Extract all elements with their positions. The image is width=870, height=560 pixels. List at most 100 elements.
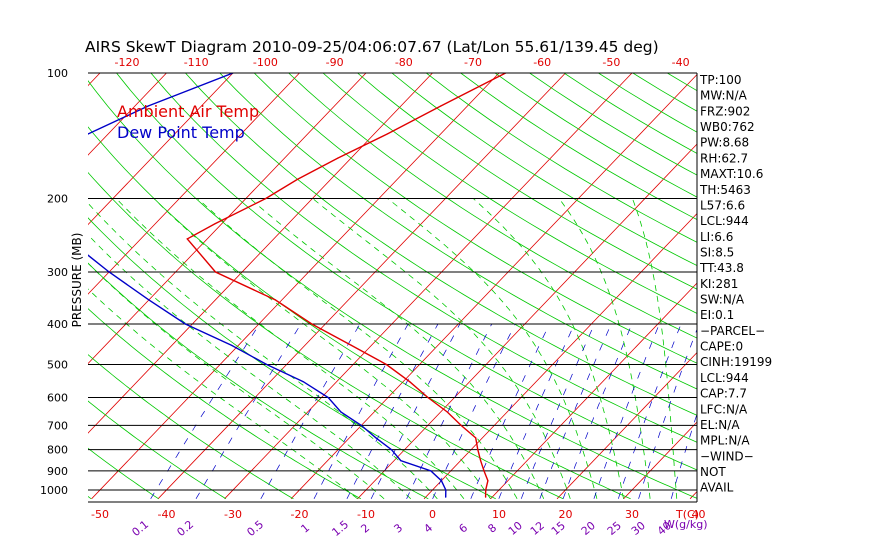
side-panel-item: PW:8.68 bbox=[700, 136, 749, 150]
isotherm-line bbox=[91, 73, 500, 500]
side-panel-item: MPL:N/A bbox=[700, 434, 750, 448]
dew-point-temp-point bbox=[185, 323, 187, 325]
mixing-ratio-line bbox=[432, 323, 516, 499]
bottom-temp-tick-label: -50 bbox=[91, 508, 109, 521]
ambient-air-temp-point bbox=[386, 133, 389, 135]
mixing-ratio-line bbox=[370, 323, 461, 499]
ambient-air-temp-point bbox=[485, 489, 487, 491]
dew-point-temp-point bbox=[88, 133, 89, 135]
ambient-air-temp-point bbox=[480, 460, 482, 462]
mixing-ratio-line bbox=[498, 323, 575, 499]
side-panel-item: AVAIL bbox=[700, 481, 734, 495]
mixing-ratio-line bbox=[670, 412, 697, 499]
side-panel-item: LCL:944 bbox=[700, 371, 749, 385]
dry-adiabat-line bbox=[88, 400, 227, 500]
mixing-ratio-line bbox=[406, 323, 493, 499]
top-temp-tick-label: -40 bbox=[672, 56, 690, 69]
side-panel-item: LFC:N/A bbox=[700, 402, 748, 416]
side-panel-item: LCL:944 bbox=[700, 214, 749, 228]
dry-adiabat-line bbox=[88, 171, 564, 500]
dew-point-temp-point bbox=[108, 271, 110, 273]
mixing-ratio-line bbox=[638, 328, 697, 499]
dew-point-temp-point bbox=[445, 496, 447, 498]
moist-adiabat-line bbox=[88, 234, 411, 500]
ambient-air-temp-point bbox=[477, 449, 479, 451]
dry-adiabat-line bbox=[88, 126, 631, 500]
dry-adiabat-line bbox=[88, 308, 362, 500]
dry-adiabat-line bbox=[322, 73, 697, 314]
dry-adiabat-line bbox=[116, 73, 697, 471]
bottom-temp-tick-label: 40 bbox=[692, 508, 706, 521]
side-panel-item: CAPE:0 bbox=[700, 340, 743, 354]
moist-adiabat-line bbox=[153, 198, 491, 500]
dry-adiabat-line bbox=[391, 73, 697, 266]
pressure-tick-label: 100 bbox=[47, 67, 68, 80]
top-temp-tick-label: -50 bbox=[602, 56, 620, 69]
side-panel-item: KI:281 bbox=[700, 277, 738, 291]
isotherm-line bbox=[556, 351, 697, 500]
mixing-ratio-line bbox=[539, 323, 612, 499]
side-panel-item: NOT bbox=[700, 465, 726, 479]
dry-adiabat-line bbox=[88, 354, 294, 500]
bottom-temp-tick-label: 20 bbox=[559, 508, 573, 521]
dew-point-temp-point bbox=[302, 381, 304, 383]
side-panel-item: CINH:19199 bbox=[700, 355, 772, 369]
moist-adiabat-line bbox=[473, 198, 624, 499]
isotherm-line bbox=[88, 73, 167, 156]
top-temp-tick-label: -100 bbox=[253, 56, 278, 69]
top-temp-tick-label: -70 bbox=[464, 56, 482, 69]
side-panel-item: SW:N/A bbox=[700, 293, 745, 307]
pressure-tick-label: 300 bbox=[47, 266, 68, 279]
ambient-air-temp-point bbox=[487, 480, 489, 482]
legend-ambient-air-temp: Ambient Air Temp bbox=[117, 102, 259, 121]
ambient-air-temp-point bbox=[385, 363, 387, 366]
moist-adiabat-line bbox=[116, 198, 465, 500]
top-temp-tick-label: -60 bbox=[533, 56, 551, 69]
ambient-air-temp-point bbox=[460, 424, 462, 426]
top-temp-tick-label: -90 bbox=[326, 56, 344, 69]
y-axis-label: PRESSURE (MB) bbox=[70, 233, 84, 328]
ambient-air-temp-point bbox=[265, 197, 267, 200]
bottom-temp-tick-label: -20 bbox=[291, 508, 309, 521]
side-panel-item: −PARCEL− bbox=[700, 324, 765, 338]
ambient-air-temp-point bbox=[214, 271, 217, 273]
top-temp-tick-label: -110 bbox=[184, 56, 209, 69]
isotherm-line bbox=[290, 73, 697, 500]
top-temp-tick-label: -120 bbox=[115, 56, 140, 69]
ambient-air-temp-point bbox=[409, 381, 411, 383]
isotherm-line bbox=[623, 421, 697, 500]
ambient-air-temp-point bbox=[337, 157, 339, 159]
side-panel-item: LI:6.6 bbox=[700, 230, 733, 244]
dry-adiabat-line bbox=[150, 73, 697, 443]
top-temp-tick-label: -80 bbox=[395, 56, 413, 69]
side-panel-item: RH:62.7 bbox=[700, 151, 748, 165]
pressure-tick-label: 700 bbox=[47, 419, 68, 432]
isotherm-line bbox=[88, 73, 367, 365]
mixing-ratio-line bbox=[562, 323, 633, 499]
legend-dew-point-temp: Dew Point Temp bbox=[117, 123, 245, 142]
isotherm-line bbox=[88, 73, 300, 295]
mixing-ratio-line bbox=[593, 323, 660, 499]
mixing-ratio-line bbox=[260, 323, 361, 499]
dry-adiabat-line bbox=[88, 262, 429, 500]
dew-point-temp-point bbox=[327, 396, 329, 399]
ambient-air-temp-point bbox=[214, 223, 216, 225]
dew-point-temp-point bbox=[430, 470, 432, 472]
dew-point-temp-point bbox=[400, 460, 402, 462]
isotherm-line bbox=[490, 282, 697, 500]
isotherm-line bbox=[88, 73, 433, 434]
dew-point-temp-point bbox=[445, 489, 447, 491]
ambient-air-temp-point bbox=[485, 496, 487, 498]
dry-adiabat-line bbox=[253, 73, 697, 364]
dry-adiabat-line bbox=[357, 73, 697, 290]
t-unit-label: T(C) bbox=[675, 508, 699, 521]
dew-point-temp-point bbox=[340, 411, 342, 413]
dew-point-temp-point bbox=[148, 299, 150, 301]
moist-adiabat-line bbox=[558, 198, 651, 499]
side-panel-item: MAXT:10.6 bbox=[700, 167, 763, 181]
side-panel-item: EL:N/A bbox=[700, 418, 740, 432]
pressure-tick-label: 1000 bbox=[40, 484, 68, 497]
ambient-air-temp-line bbox=[186, 73, 506, 498]
dew-point-temp-point bbox=[266, 363, 268, 366]
